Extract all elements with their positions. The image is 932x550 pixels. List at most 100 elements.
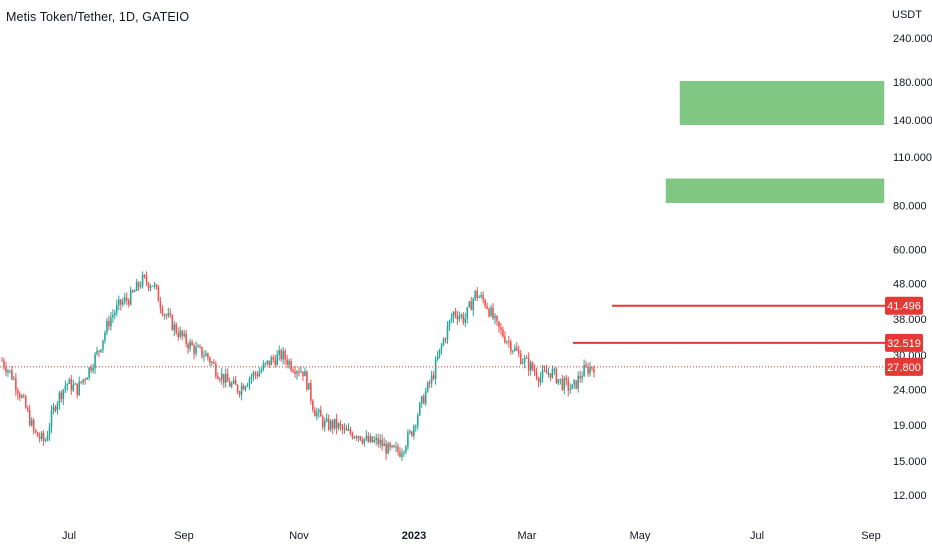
candle-body	[70, 379, 73, 391]
candle-body	[454, 312, 457, 316]
candle-body	[300, 371, 302, 373]
candle-body	[377, 437, 379, 444]
candle-body	[581, 376, 583, 379]
candle-body	[486, 306, 488, 309]
candle-body	[46, 435, 49, 441]
candle-body	[179, 330, 181, 337]
candle-body	[365, 435, 368, 439]
candle-body	[22, 395, 25, 397]
candle-body	[266, 360, 269, 364]
candle-body	[119, 299, 122, 305]
candle-body	[508, 341, 510, 343]
candle-body	[250, 376, 253, 379]
candle-body	[321, 416, 324, 427]
candle-body	[498, 321, 500, 328]
candle-body	[484, 300, 486, 307]
candle-body	[347, 429, 350, 431]
y-tick-label: 38.000	[893, 314, 927, 326]
current-price-tag	[885, 357, 923, 376]
candle-body	[62, 389, 65, 400]
x-tick-label: May	[630, 530, 651, 542]
x-tick-label: Sep	[861, 530, 881, 542]
candle-body	[28, 410, 31, 426]
y-tick-label: 110.000	[893, 152, 932, 164]
candle-body	[88, 367, 90, 378]
candle-body	[167, 313, 170, 316]
candle-body	[165, 314, 168, 316]
candle-body	[100, 349, 102, 352]
candle-body	[496, 315, 498, 322]
candle-body	[220, 373, 223, 380]
candle-body	[48, 427, 51, 436]
candle-body	[591, 367, 593, 369]
candle-body	[205, 353, 207, 357]
candle-body	[533, 369, 536, 373]
candle-body	[335, 418, 338, 429]
candle-body	[36, 432, 39, 437]
candle-body	[302, 371, 304, 377]
candle-body	[102, 340, 104, 350]
candle-body	[359, 436, 362, 441]
level-price-tag	[885, 296, 923, 315]
candle-body	[240, 385, 243, 395]
candle-body	[92, 368, 94, 371]
candle-body	[163, 314, 166, 316]
candle-body	[114, 312, 116, 315]
target-zone	[664, 177, 886, 205]
candle-body	[222, 373, 225, 383]
candle-body	[452, 312, 455, 318]
candle-body	[401, 453, 403, 457]
candle-body	[84, 379, 86, 381]
candle-body	[559, 378, 562, 380]
candle-body	[264, 363, 267, 365]
candle-body	[571, 384, 574, 389]
candle-body	[141, 275, 144, 287]
candle-body	[476, 290, 478, 298]
candle-body	[34, 429, 37, 433]
candle-body	[298, 371, 300, 373]
candle-body	[333, 418, 336, 429]
candle-body	[395, 446, 397, 448]
candle-body	[464, 318, 467, 323]
candle-body	[274, 359, 277, 366]
candle-body	[430, 375, 433, 384]
candle-body	[40, 432, 43, 439]
candle-body	[209, 357, 211, 363]
candle-body	[331, 420, 334, 429]
candle-body	[494, 315, 496, 319]
candle-body	[218, 378, 221, 380]
candle-body	[278, 350, 280, 355]
candle-body	[125, 297, 128, 301]
candle-body	[490, 307, 492, 317]
y-tick-label: 48.000	[893, 279, 927, 291]
candle-body	[399, 451, 401, 457]
candle-body	[215, 363, 217, 377]
candle-body	[123, 297, 126, 302]
candle-body	[569, 388, 572, 391]
candle-body	[66, 383, 69, 386]
target-zone	[678, 79, 886, 127]
candle-body	[549, 373, 552, 378]
candle-body	[547, 373, 550, 375]
candle-body	[159, 301, 162, 309]
candle-body	[381, 439, 383, 447]
candle-body	[173, 324, 176, 331]
candle-body	[327, 418, 330, 430]
candle-body	[325, 418, 328, 422]
candle-body	[589, 367, 591, 374]
candle-body	[519, 353, 522, 364]
candle-body	[9, 370, 11, 372]
candle-body	[64, 385, 67, 390]
candle-body	[316, 412, 318, 417]
candle-body	[393, 445, 395, 448]
y-tick-label: 60.000	[893, 244, 927, 256]
candle-body	[379, 439, 381, 444]
candle-body	[514, 347, 516, 351]
candle-body	[456, 315, 459, 320]
candle-body	[110, 317, 112, 327]
candle-body	[7, 370, 9, 373]
candle-body	[357, 436, 360, 438]
candle-body	[234, 380, 237, 385]
candle-body	[213, 362, 215, 364]
